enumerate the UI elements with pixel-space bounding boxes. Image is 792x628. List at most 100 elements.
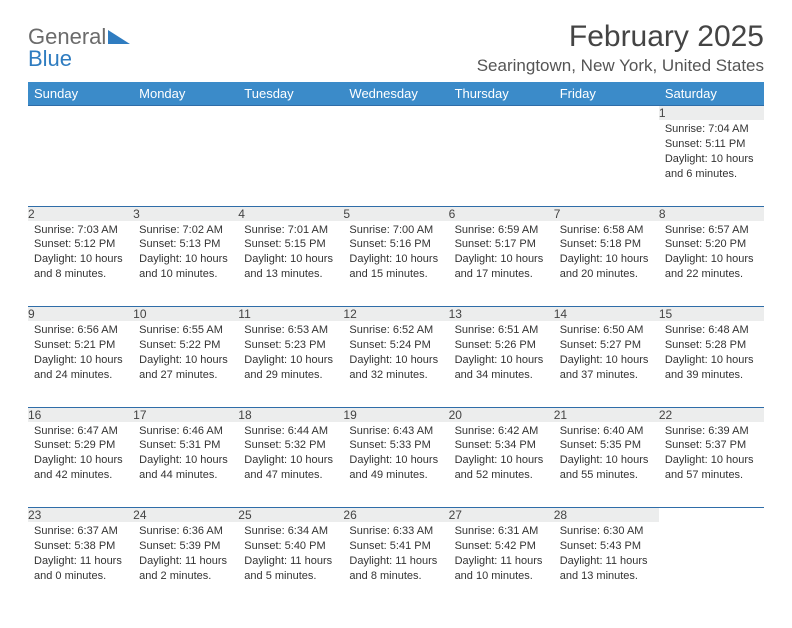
day-info: Sunrise: 6:44 AMSunset: 5:32 PMDaylight:…	[238, 422, 343, 487]
sunset-line: Sunset: 5:13 PM	[139, 237, 232, 252]
day-number-cell: 20	[449, 407, 554, 422]
title-block: February 2025 Searingtown, New York, Uni…	[477, 20, 764, 76]
day-info: Sunrise: 6:50 AMSunset: 5:27 PMDaylight:…	[554, 321, 659, 386]
day-number-row: 16171819202122	[28, 407, 764, 422]
day-info-cell	[238, 120, 343, 206]
sunset-line: Sunset: 5:18 PM	[560, 237, 653, 252]
day-number-cell	[449, 106, 554, 121]
day-number-cell: 28	[554, 508, 659, 523]
daylight-line: Daylight: 10 hours and 49 minutes.	[349, 453, 442, 483]
sunrise-line: Sunrise: 6:30 AM	[560, 524, 653, 539]
daylight-line: Daylight: 10 hours and 47 minutes.	[244, 453, 337, 483]
day-info-cell: Sunrise: 6:58 AMSunset: 5:18 PMDaylight:…	[554, 221, 659, 307]
day-number-cell: 4	[238, 206, 343, 221]
sunrise-line: Sunrise: 7:01 AM	[244, 223, 337, 238]
page-header: General Blue February 2025 Searingtown, …	[28, 20, 764, 76]
daylight-line: Daylight: 10 hours and 20 minutes.	[560, 252, 653, 282]
day-data-row: Sunrise: 6:37 AMSunset: 5:38 PMDaylight:…	[28, 522, 764, 608]
sunset-line: Sunset: 5:33 PM	[349, 438, 442, 453]
day-data-row: Sunrise: 7:04 AMSunset: 5:11 PMDaylight:…	[28, 120, 764, 206]
day-info: Sunrise: 6:40 AMSunset: 5:35 PMDaylight:…	[554, 422, 659, 487]
day-info: Sunrise: 6:53 AMSunset: 5:23 PMDaylight:…	[238, 321, 343, 386]
sunrise-line: Sunrise: 6:58 AM	[560, 223, 653, 238]
daylight-line: Daylight: 11 hours and 0 minutes.	[34, 554, 127, 584]
brand-logo: General Blue	[28, 20, 130, 70]
day-info-cell: Sunrise: 6:34 AMSunset: 5:40 PMDaylight:…	[238, 522, 343, 608]
day-info: Sunrise: 7:02 AMSunset: 5:13 PMDaylight:…	[133, 221, 238, 286]
day-info-cell: Sunrise: 6:48 AMSunset: 5:28 PMDaylight:…	[659, 321, 764, 407]
brand-line2: Blue	[28, 48, 130, 70]
daylight-line: Daylight: 11 hours and 13 minutes.	[560, 554, 653, 584]
day-info-cell: Sunrise: 6:40 AMSunset: 5:35 PMDaylight:…	[554, 422, 659, 508]
sunset-line: Sunset: 5:12 PM	[34, 237, 127, 252]
sunset-line: Sunset: 5:43 PM	[560, 539, 653, 554]
month-title: February 2025	[477, 20, 764, 54]
daylight-line: Daylight: 10 hours and 52 minutes.	[455, 453, 548, 483]
sunrise-line: Sunrise: 6:50 AM	[560, 323, 653, 338]
sunrise-line: Sunrise: 6:43 AM	[349, 424, 442, 439]
day-number-cell: 1	[659, 106, 764, 121]
daylight-line: Daylight: 10 hours and 15 minutes.	[349, 252, 442, 282]
day-info-cell: Sunrise: 6:37 AMSunset: 5:38 PMDaylight:…	[28, 522, 133, 608]
day-info: Sunrise: 6:47 AMSunset: 5:29 PMDaylight:…	[28, 422, 133, 487]
sunset-line: Sunset: 5:22 PM	[139, 338, 232, 353]
day-info-cell: Sunrise: 7:04 AMSunset: 5:11 PMDaylight:…	[659, 120, 764, 206]
day-header: Saturday	[659, 82, 764, 106]
sunrise-line: Sunrise: 7:04 AM	[665, 122, 758, 137]
day-header: Friday	[554, 82, 659, 106]
sunrise-line: Sunrise: 6:52 AM	[349, 323, 442, 338]
day-header: Thursday	[449, 82, 554, 106]
day-number-cell: 15	[659, 307, 764, 322]
sunset-line: Sunset: 5:26 PM	[455, 338, 548, 353]
day-info-cell: Sunrise: 6:31 AMSunset: 5:42 PMDaylight:…	[449, 522, 554, 608]
daylight-line: Daylight: 10 hours and 55 minutes.	[560, 453, 653, 483]
day-number-cell: 21	[554, 407, 659, 422]
day-info: Sunrise: 6:33 AMSunset: 5:41 PMDaylight:…	[343, 522, 448, 587]
sunset-line: Sunset: 5:16 PM	[349, 237, 442, 252]
day-info: Sunrise: 6:55 AMSunset: 5:22 PMDaylight:…	[133, 321, 238, 386]
day-info-cell: Sunrise: 6:55 AMSunset: 5:22 PMDaylight:…	[133, 321, 238, 407]
daylight-line: Daylight: 10 hours and 42 minutes.	[34, 453, 127, 483]
day-info-cell: Sunrise: 6:43 AMSunset: 5:33 PMDaylight:…	[343, 422, 448, 508]
day-info: Sunrise: 6:58 AMSunset: 5:18 PMDaylight:…	[554, 221, 659, 286]
calendar-page: General Blue February 2025 Searingtown, …	[0, 0, 792, 628]
calendar-table: SundayMondayTuesdayWednesdayThursdayFrid…	[28, 82, 764, 608]
sunrise-line: Sunrise: 6:59 AM	[455, 223, 548, 238]
day-info-cell: Sunrise: 6:46 AMSunset: 5:31 PMDaylight:…	[133, 422, 238, 508]
day-number-cell: 27	[449, 508, 554, 523]
day-info: Sunrise: 6:43 AMSunset: 5:33 PMDaylight:…	[343, 422, 448, 487]
day-number-cell: 17	[133, 407, 238, 422]
sunset-line: Sunset: 5:20 PM	[665, 237, 758, 252]
day-info-cell	[28, 120, 133, 206]
sunrise-line: Sunrise: 6:37 AM	[34, 524, 127, 539]
daylight-line: Daylight: 10 hours and 6 minutes.	[665, 152, 758, 182]
sunset-line: Sunset: 5:24 PM	[349, 338, 442, 353]
sunrise-line: Sunrise: 6:40 AM	[560, 424, 653, 439]
day-number-cell	[343, 106, 448, 121]
day-info: Sunrise: 6:52 AMSunset: 5:24 PMDaylight:…	[343, 321, 448, 386]
day-number-cell: 3	[133, 206, 238, 221]
day-info-cell: Sunrise: 6:44 AMSunset: 5:32 PMDaylight:…	[238, 422, 343, 508]
day-info: Sunrise: 7:03 AMSunset: 5:12 PMDaylight:…	[28, 221, 133, 286]
day-number-cell	[238, 106, 343, 121]
day-info: Sunrise: 6:39 AMSunset: 5:37 PMDaylight:…	[659, 422, 764, 487]
day-info-cell: Sunrise: 6:47 AMSunset: 5:29 PMDaylight:…	[28, 422, 133, 508]
day-info-cell: Sunrise: 6:33 AMSunset: 5:41 PMDaylight:…	[343, 522, 448, 608]
day-number-cell: 23	[28, 508, 133, 523]
day-header: Tuesday	[238, 82, 343, 106]
day-data-row: Sunrise: 6:47 AMSunset: 5:29 PMDaylight:…	[28, 422, 764, 508]
daylight-line: Daylight: 11 hours and 2 minutes.	[139, 554, 232, 584]
daylight-line: Daylight: 11 hours and 10 minutes.	[455, 554, 548, 584]
day-info-cell: Sunrise: 6:30 AMSunset: 5:43 PMDaylight:…	[554, 522, 659, 608]
day-info-cell	[133, 120, 238, 206]
day-info-cell: Sunrise: 6:42 AMSunset: 5:34 PMDaylight:…	[449, 422, 554, 508]
day-number-cell: 6	[449, 206, 554, 221]
day-number-cell	[659, 508, 764, 523]
sunrise-line: Sunrise: 6:33 AM	[349, 524, 442, 539]
day-number-cell: 19	[343, 407, 448, 422]
daylight-line: Daylight: 11 hours and 8 minutes.	[349, 554, 442, 584]
day-info-cell: Sunrise: 6:56 AMSunset: 5:21 PMDaylight:…	[28, 321, 133, 407]
day-number-cell: 5	[343, 206, 448, 221]
sunrise-line: Sunrise: 6:56 AM	[34, 323, 127, 338]
day-number-cell: 26	[343, 508, 448, 523]
